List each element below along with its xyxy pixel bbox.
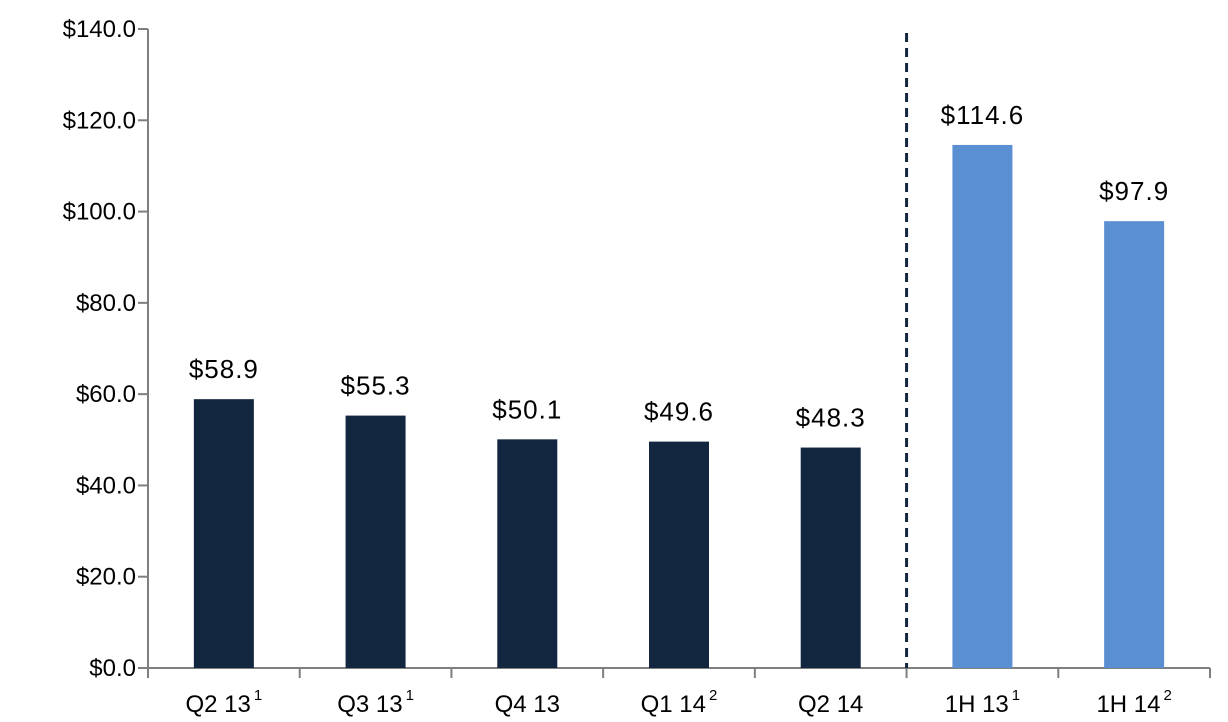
category-footnote: 2	[1163, 687, 1171, 704]
x-category-label: Q3 13 1	[337, 687, 414, 718]
bar-q4-13	[497, 439, 558, 668]
category-footnote: 2	[709, 687, 717, 704]
bar-q3-13	[345, 415, 406, 668]
x-category-label: Q4 13	[495, 691, 560, 718]
category-footnote: 1	[254, 687, 262, 704]
x-category-label: 1H 13 1	[945, 687, 1020, 718]
y-tick-label: $120.0	[63, 107, 136, 134]
category-footnote: 1	[1012, 687, 1020, 704]
bar-q2-14	[800, 447, 861, 668]
bar-q2-13	[193, 399, 254, 668]
category-name: 1H 13	[945, 691, 1009, 718]
category-footnote: 1	[406, 687, 414, 704]
category-name: 1H 14	[1096, 691, 1160, 718]
category-name: Q4 13	[495, 691, 560, 718]
y-tick-label: $0.0	[89, 655, 136, 682]
x-category-label: Q2 13 1	[185, 687, 262, 718]
y-tick-label: $80.0	[76, 290, 136, 317]
y-tick-label: $20.0	[76, 564, 136, 591]
data-labels: $58.9 $55.3 $50.1 $49.6 $48.3 $114.6 $97.9	[189, 100, 1169, 433]
data-label: $49.6	[644, 397, 714, 427]
data-label: $55.3	[341, 371, 411, 401]
bars	[193, 144, 1165, 668]
x-category-label: Q2 14	[798, 691, 863, 718]
bar-1h-13	[952, 144, 1013, 668]
y-tick-label: $60.0	[76, 381, 136, 408]
data-label: $48.3	[796, 403, 866, 433]
y-tick-label: $100.0	[63, 199, 136, 226]
x-category-label: Q1 14 2	[641, 687, 718, 718]
y-tick-label: $140.0	[63, 16, 136, 43]
x-category-label: 1H 14 2	[1096, 687, 1171, 718]
bar-q1-14	[649, 441, 709, 668]
category-name: Q3 13	[337, 691, 402, 718]
data-label: $97.9	[1099, 176, 1169, 206]
bar-1h-14	[1104, 221, 1165, 668]
data-label: $58.9	[189, 354, 259, 384]
y-tick-label: $40.0	[76, 472, 136, 499]
category-name: Q2 14	[798, 691, 863, 718]
data-label: $50.1	[492, 394, 562, 424]
category-name: Q1 14	[641, 691, 706, 718]
y-axis: $0.0 $20.0 $40.0 $60.0 $80.0 $100.0 $120.0 $140…	[63, 16, 149, 682]
x-axis: Q2 13 1 Q3 13 1 Q4 13 Q1 14 2 Q2 14 1H 13 1 1H 14 2	[147, 667, 1211, 718]
category-name: Q2 13	[185, 691, 250, 718]
data-label: $114.6	[941, 100, 1025, 130]
